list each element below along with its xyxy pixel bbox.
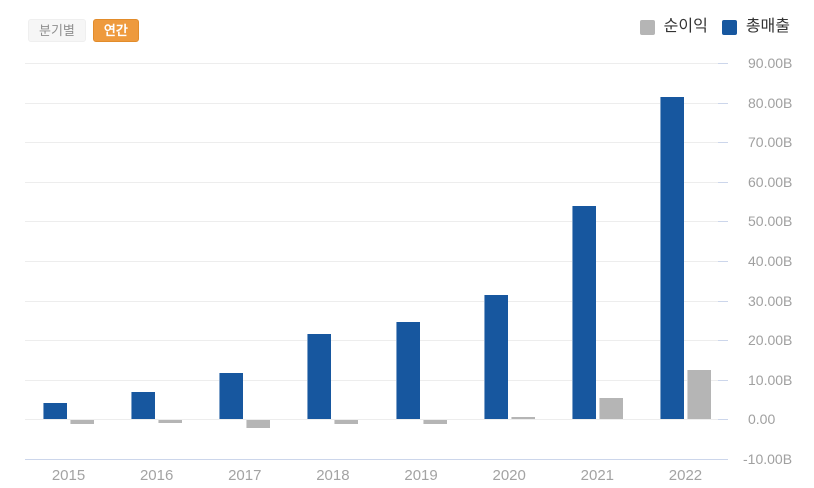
net-income-bar-2017[interactable]	[246, 420, 271, 429]
net-income-bar-2020[interactable]	[510, 416, 535, 420]
y-gridline	[25, 181, 728, 183]
y-axis-tick	[718, 379, 728, 381]
chart-legend: 순이익 총매출	[639, 18, 790, 35]
y-axis-label: 20.00B	[748, 332, 793, 349]
y-gridline	[25, 300, 728, 302]
y-axis-label: 30.00B	[748, 292, 793, 309]
y-axis-tick	[718, 419, 728, 421]
y-gridline	[25, 261, 728, 262]
y-axis-tick	[718, 459, 728, 460]
y-axis-tick	[718, 63, 728, 64]
y-axis-label: 0.00	[748, 411, 776, 428]
y-axis-label: 40.00B	[748, 253, 793, 269]
legend-item-net-income[interactable]: 순이익	[639, 18, 708, 35]
y-axis-label: -10.00B	[743, 451, 793, 467]
revenue-bar-2022[interactable]	[659, 96, 684, 420]
revenue-swatch-icon	[721, 19, 737, 35]
y-axis-label: 10.00B	[748, 371, 793, 388]
y-axis-label: 50.00B	[748, 213, 793, 230]
net-income-bar-2022[interactable]	[686, 369, 711, 420]
y-gridline	[25, 142, 728, 144]
y-axis-label: 80.00B	[748, 94, 793, 111]
y-axis-label: 90.00B	[748, 55, 793, 71]
y-axis-tick	[718, 102, 728, 104]
period-toggle: 분기별 연간	[28, 19, 139, 42]
x-axis-label-2018: 2018	[316, 467, 350, 484]
y-axis-tick	[718, 340, 728, 342]
y-gridline	[25, 221, 728, 223]
plot-area	[25, 63, 728, 460]
y-gridline	[25, 102, 728, 104]
net-income-swatch-icon	[639, 19, 655, 35]
revenue-bar-2021[interactable]	[571, 206, 596, 420]
net-income-bar-2015[interactable]	[70, 420, 94, 424]
legend-item-revenue[interactable]: 총매출	[721, 18, 790, 35]
net-income-bar-2018[interactable]	[334, 420, 359, 425]
x-axis-line	[25, 459, 728, 460]
x-axis-label-2017: 2017	[228, 467, 262, 484]
x-axis-label-2021: 2021	[580, 467, 615, 484]
net-income-bar-2021[interactable]	[598, 397, 623, 420]
y-axis-tick	[718, 181, 728, 183]
y-axis-tick	[718, 142, 728, 144]
y-gridline	[25, 379, 728, 381]
quarterly-toggle-button[interactable]: 분기별	[28, 19, 86, 42]
y-axis-label: 60.00B	[748, 173, 793, 190]
revenue-bar-2018[interactable]	[307, 334, 332, 420]
y-axis-tick	[718, 221, 728, 223]
revenue-bar-2016[interactable]	[131, 391, 156, 420]
legend-label-net-income: 순이익	[663, 18, 708, 35]
legend-label-revenue: 총매출	[745, 18, 790, 35]
revenue-bar-2017[interactable]	[219, 372, 244, 420]
annual-toggle-button[interactable]: 연간	[92, 19, 139, 42]
revenue-bar-2015[interactable]	[43, 403, 67, 420]
x-axis-label-2015: 2015	[51, 467, 86, 484]
revenue-bar-2019[interactable]	[395, 322, 420, 420]
y-axis-tick	[718, 261, 728, 262]
y-axis-label: 70.00B	[748, 134, 793, 151]
x-axis-label-2016: 2016	[139, 467, 174, 484]
y-gridline	[25, 63, 728, 64]
x-axis-label-2020: 2020	[492, 467, 526, 484]
y-axis-tick	[718, 300, 728, 302]
net-income-bar-2016[interactable]	[158, 420, 183, 424]
net-income-bar-2019[interactable]	[422, 420, 447, 424]
x-axis-label-2022: 2022	[668, 467, 703, 484]
x-axis-label-2019: 2019	[404, 467, 438, 484]
y-gridline	[25, 419, 728, 421]
revenue-bar-2020[interactable]	[483, 294, 508, 420]
y-gridline	[25, 340, 728, 342]
